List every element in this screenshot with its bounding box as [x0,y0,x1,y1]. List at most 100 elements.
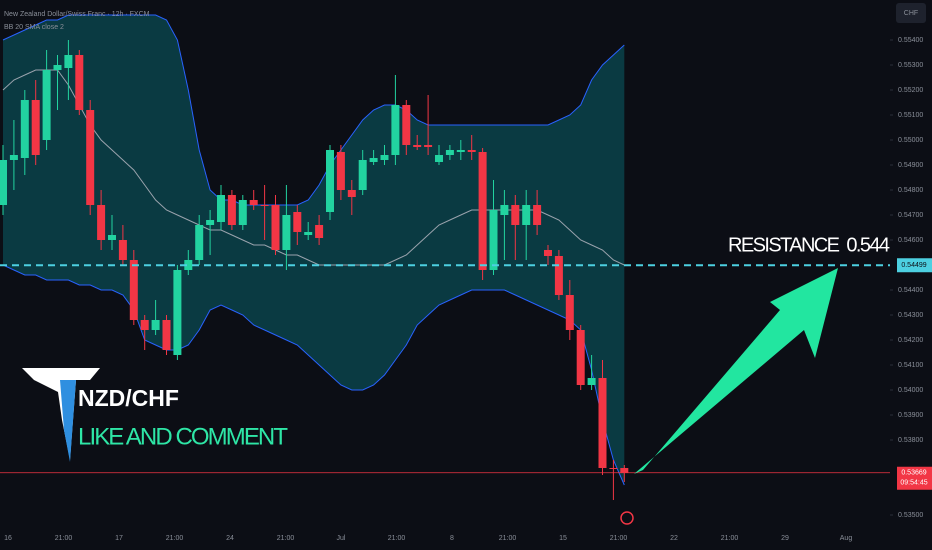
candle-body [282,215,291,250]
y-tick-label: 0.54300 [898,312,923,319]
y-tick-label: 0.55400 [898,37,923,44]
x-tick-label: 22 [670,535,678,542]
band-upper [2,14,625,206]
candle-body [391,105,400,155]
candle-body [162,320,171,350]
candle-body [435,155,443,162]
candle-body [75,55,84,110]
x-tick-label: Jul [337,535,346,542]
band-fill [3,15,625,485]
candle-body [609,468,618,469]
candle-body [347,190,356,197]
arrow [634,268,838,474]
candle-body [206,220,215,225]
x-tick-label: 21:00 [610,535,628,542]
y-tick-label: 0.53900 [898,412,923,419]
resistance-annotation: RESISTANCE 0.544 [728,234,890,256]
candle-body [31,100,40,155]
x-tick-label: 17 [115,535,123,542]
candle-body [97,205,106,240]
candle-body [227,195,236,225]
x-tick-label: 21:00 [55,535,73,542]
x-tick-label: 24 [226,535,234,542]
candle-body [151,320,160,330]
x-tick-label: Aug [840,535,853,542]
x-tick-label: 21:00 [166,535,184,542]
candle-body [402,105,411,145]
candle-body [478,152,487,270]
candle-body [500,205,509,215]
candle-body [620,468,629,473]
last-price: 0.53669 [901,470,926,477]
candle-body [238,200,247,225]
candle-body [554,256,563,295]
candle-body [456,150,465,152]
candle-body [315,225,324,238]
x-tick-label: 21:00 [499,535,517,542]
countdown: 09:54:45 [900,480,927,487]
x-tick-label: 21:00 [721,535,739,542]
candle-body [118,240,127,260]
y-tick-label: 0.54000 [898,387,923,394]
x-tick-label: 15 [559,535,567,542]
candle-body [304,232,313,235]
candle-body [565,295,574,330]
chart-title: New Zealand Dollar/Swiss Franc · 12h · F… [4,11,150,18]
candle-body [533,205,542,225]
x-tick-label: 21:00 [388,535,406,542]
y-tick-label: 0.54200 [898,337,923,344]
y-tick-label: 0.54100 [898,362,923,369]
indicator-label: BB 20 SMA close 2 [4,24,64,31]
logo-accent [60,380,76,462]
x-tick-label: 8 [450,535,454,542]
candle-body [108,235,116,240]
y-tick-label: 0.53800 [898,437,923,444]
currency-button[interactable] [896,3,926,23]
resistance-price-box [897,258,932,273]
y-tick-label: 0.55000 [898,137,923,144]
candle-body [173,270,182,355]
candle-body [260,205,269,206]
candle-body [129,260,138,320]
pair-label: NZD/CHF [78,385,179,411]
candle-body [489,210,498,270]
x-tick-label: 29 [781,535,789,542]
candle-body [9,155,18,160]
currency-label[interactable]: CHF [904,10,918,17]
candle-body [293,212,302,232]
candle-body [271,205,280,250]
candle-body [413,145,422,147]
candle-body [522,205,531,225]
y-tick-label: 0.54600 [898,237,923,244]
candle-body [64,55,73,68]
y-tick-label: 0.53500 [898,512,923,519]
y-tick-label: 0.54900 [898,162,923,169]
candle-body [445,150,454,155]
candle-body [42,70,51,140]
candle-body [576,330,585,385]
x-tick-label: 21:00 [277,535,295,542]
x-tick-label: 16 [4,535,12,542]
y-tick-label: 0.54800 [898,187,923,194]
call-to-action: LIKE AND COMMENT [78,423,288,450]
candle-body [467,150,476,152]
y-tick-label: 0.54400 [898,287,923,294]
event-icon[interactable] [620,511,634,525]
candle-body [598,378,607,468]
candle-body [249,200,258,205]
candle-body [140,320,149,330]
candle-body [195,225,204,260]
y-tick-label: 0.54700 [898,212,923,219]
candle-body [20,100,29,158]
band-lower [2,264,625,486]
band-middle [2,69,625,266]
candle-body [53,65,62,70]
candle-body [424,145,433,147]
candle-body [369,158,378,162]
candle-body [86,110,95,205]
y-tick-label: 0.55300 [898,62,923,69]
y-tick-label: 0.55200 [898,87,923,94]
candle-body [336,152,345,190]
candle-body [184,260,193,270]
